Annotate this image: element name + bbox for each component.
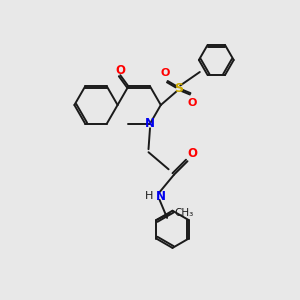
Text: H: H — [145, 191, 154, 201]
Text: CH₃: CH₃ — [174, 208, 194, 218]
Text: N: N — [155, 190, 166, 203]
Text: N: N — [145, 117, 155, 130]
Text: O: O — [187, 147, 197, 160]
Text: O: O — [188, 98, 197, 108]
Text: S: S — [174, 82, 183, 95]
Text: O: O — [160, 68, 170, 78]
Text: O: O — [115, 64, 125, 77]
